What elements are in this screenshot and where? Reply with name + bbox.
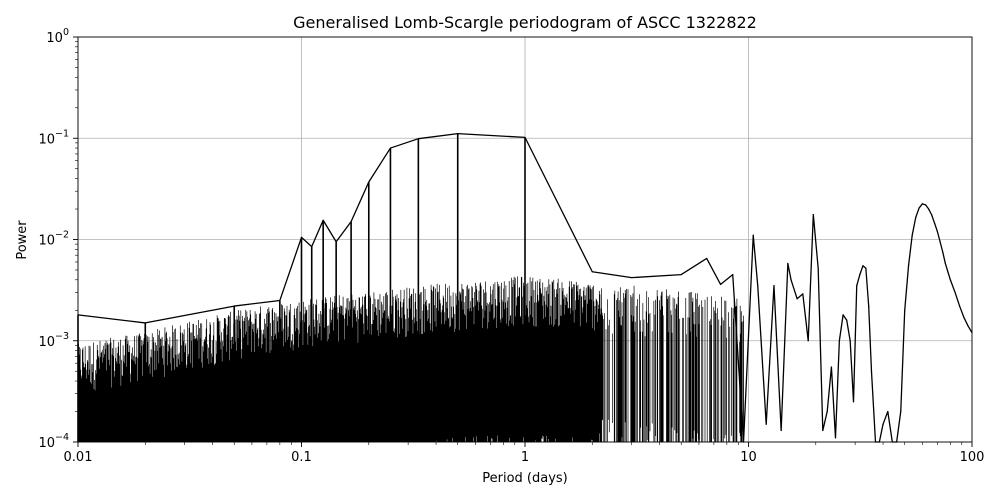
periodogram-point (631, 277, 633, 279)
periodogram-point (928, 208, 930, 210)
x-tick-label: 100 (960, 450, 985, 465)
periodogram-point (921, 203, 924, 205)
y-tick-label: 10−4 (38, 432, 69, 451)
periodogram-point (790, 279, 792, 281)
y-axis-label: Power (15, 220, 30, 260)
periodogram-point (765, 423, 767, 425)
periodogram-point (887, 410, 889, 413)
periodogram-point (817, 267, 819, 269)
periodogram-point (830, 366, 833, 368)
periodogram-point (944, 262, 946, 265)
periodogram-point (822, 429, 824, 432)
periodogram-point (954, 291, 956, 294)
periodogram-point (719, 283, 722, 286)
periodogram-point (680, 274, 682, 276)
y-tick-label: 100 (46, 27, 69, 46)
y-tick-exponent: −1 (55, 128, 69, 139)
periodogram-point (807, 340, 809, 342)
periodogram-point (859, 274, 861, 276)
x-axis-label: Period (days) (482, 471, 568, 486)
periodogram-point (958, 305, 961, 307)
periodogram-point (787, 262, 789, 265)
periodogram-point (882, 423, 884, 425)
periodogram-point (796, 298, 798, 300)
periodogram-point (963, 316, 965, 319)
y-tick-label: 10−1 (38, 128, 69, 147)
periodogram-point (849, 340, 851, 342)
periodogram-point (936, 230, 938, 233)
periodogram-point (942, 251, 944, 253)
periodogram-point (838, 340, 840, 342)
y-tick-base: 10 (38, 132, 55, 147)
periodogram-point (949, 279, 951, 281)
periodogram-point (862, 265, 864, 267)
periodogram-point (757, 285, 759, 287)
periodogram-point (773, 285, 775, 287)
periodogram-point (834, 437, 837, 439)
periodogram-point (812, 214, 814, 216)
periodogram-point (780, 429, 782, 432)
periodogram-point (802, 293, 804, 295)
y-tick-exponent: −4 (55, 432, 69, 443)
periodogram-point (967, 325, 969, 327)
periodogram-point (933, 222, 936, 224)
periodogram-point (826, 410, 828, 413)
periodogram-point (900, 410, 902, 413)
periodogram-point (752, 234, 754, 236)
periodogram-point (911, 234, 913, 236)
periodogram-point (732, 274, 734, 276)
periodogram-line (77, 133, 973, 443)
periodogram-point (852, 401, 855, 403)
y-tick-base: 10 (38, 234, 55, 249)
periodogram-point (931, 214, 933, 216)
periodogram-point (865, 267, 867, 269)
y-tick-exponent: −3 (55, 331, 69, 342)
periodogram-point (868, 305, 870, 307)
x-tick-label: 0.01 (64, 450, 93, 465)
periodogram-point (706, 257, 708, 260)
periodogram-point (846, 319, 848, 321)
periodogram-point (918, 207, 920, 209)
periodogram-point (904, 309, 906, 311)
periodogram-point (915, 216, 917, 219)
periodogram-point (856, 285, 858, 287)
y-tick-label: 10−3 (38, 331, 69, 350)
periodogram-point (947, 271, 949, 273)
x-tick-label: 10 (740, 450, 757, 465)
periodogram-point (870, 370, 873, 372)
y-tick-base: 10 (38, 335, 55, 350)
y-tick-label: 10−2 (38, 230, 69, 249)
y-tick-base: 10 (38, 436, 55, 451)
y-tick-exponent: −2 (55, 230, 69, 241)
y-tick-base: 10 (46, 31, 63, 46)
periodogram-point (591, 271, 593, 273)
x-tick-label: 0.1 (291, 450, 312, 465)
chart-title: Generalised Lomb-Scargle periodogram of … (293, 13, 757, 32)
y-tick-exponent: 0 (63, 27, 69, 38)
periodogram-point (939, 241, 941, 243)
periodogram-point (842, 314, 844, 316)
periodogram-point (907, 265, 910, 267)
periodogram-point (924, 204, 927, 206)
x-tick-label: 1 (521, 450, 529, 465)
